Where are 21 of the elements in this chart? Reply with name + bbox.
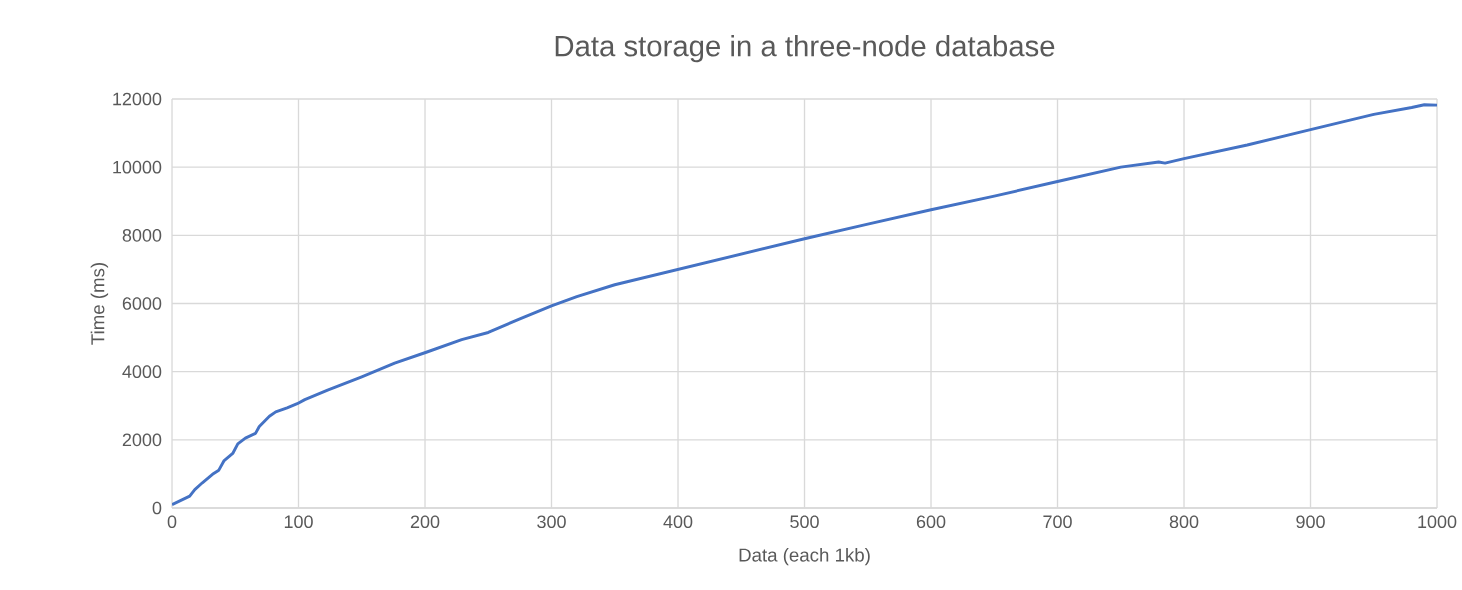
x-tick-label: 400 — [663, 515, 693, 529]
y-tick-label: 6000 — [122, 297, 162, 310]
x-tick-label: 800 — [1169, 515, 1199, 529]
x-tick-label: 900 — [1296, 515, 1325, 529]
x-tick-label: 700 — [1043, 515, 1072, 529]
chart-title: Data storage in a three-node database — [555, 34, 1055, 63]
y-tick-label: 10000 — [113, 160, 162, 174]
y-axis-title: Time (ms) — [90, 263, 109, 345]
x-axis-title: Data (each 1kb) — [739, 547, 870, 566]
y-tick-label: 12000 — [113, 92, 162, 106]
y-tick-label: 8000 — [122, 228, 162, 242]
x-tick-label: 100 — [284, 515, 313, 529]
x-tick-label: 600 — [916, 515, 946, 529]
x-tick-label: 500 — [790, 515, 819, 529]
y-tick-label: 4000 — [122, 365, 162, 379]
x-tick-label: 200 — [410, 515, 440, 529]
x-tick-label: 0 — [167, 515, 177, 529]
x-tick-label: 300 — [537, 515, 566, 529]
x-tick-label: 1000 — [1418, 515, 1457, 529]
y-tick-label: 2000 — [122, 433, 162, 447]
y-tick-label: 0 — [152, 501, 162, 515]
